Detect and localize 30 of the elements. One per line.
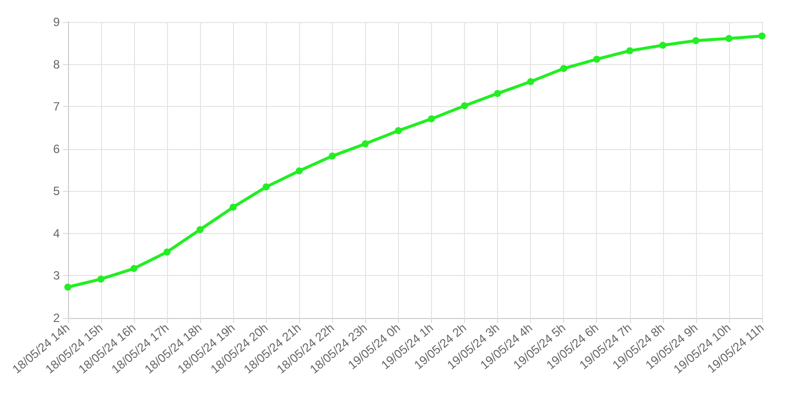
point — [328, 152, 336, 160]
y-tick-label: 3 — [53, 268, 60, 283]
point — [659, 42, 666, 49]
point — [296, 167, 303, 174]
point — [758, 32, 766, 40]
point — [362, 140, 369, 148]
point — [394, 127, 402, 134]
point — [692, 37, 700, 44]
y-tick-label: 5 — [53, 184, 60, 198]
point — [494, 90, 502, 97]
point — [428, 115, 435, 122]
point — [196, 226, 204, 234]
y-tick-label: 6 — [53, 142, 60, 156]
point — [97, 276, 104, 283]
point — [164, 248, 170, 256]
point — [527, 78, 534, 86]
point — [560, 65, 568, 72]
point — [593, 56, 600, 63]
point — [262, 183, 270, 190]
point — [64, 284, 72, 291]
y-tick-label: 8 — [53, 57, 60, 72]
y-tick-label: 9 — [53, 15, 60, 29]
point — [461, 102, 468, 110]
y-tick-label: 7 — [53, 100, 60, 114]
point — [130, 265, 138, 272]
y-tick-label: 4 — [53, 226, 60, 240]
point — [725, 34, 732, 42]
point — [626, 47, 634, 54]
y-tick-label: 2 — [53, 311, 60, 325]
point — [230, 204, 237, 211]
